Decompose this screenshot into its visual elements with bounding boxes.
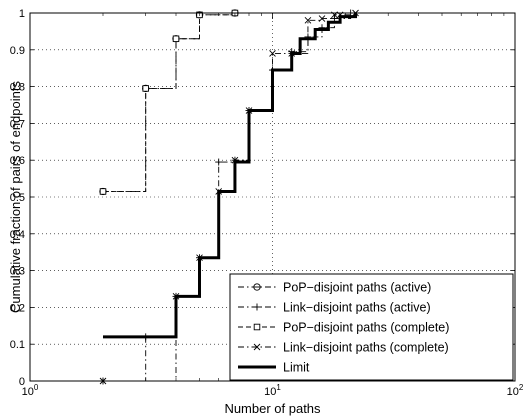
data-point: [215, 188, 223, 195]
legend-entry: Link−disjoint paths (active): [238, 301, 431, 315]
y-tick-label: 1: [19, 8, 25, 20]
data-point: [142, 333, 150, 341]
legend-label: Link−disjoint paths (complete): [283, 341, 449, 355]
data-point: [231, 156, 239, 164]
legend-entry: PoP−disjoint paths (active): [238, 281, 431, 295]
legend-marker: [253, 343, 261, 351]
series-link-disjoint-paths-complete: [99, 9, 359, 385]
legend-marker: [253, 283, 261, 291]
marker-square: [253, 323, 261, 331]
series-pop-disjoint-paths-active: [99, 9, 239, 196]
marker-d2: [253, 343, 261, 351]
y-tick-label: 0.1: [10, 339, 25, 351]
marker-d2: [245, 107, 253, 114]
data-point: [318, 15, 326, 22]
marker-d2: [196, 254, 203, 262]
x-tick-label: 102: [507, 383, 523, 398]
data-point: [99, 188, 107, 195]
legend-entry: Link−disjoint paths (complete): [238, 341, 449, 355]
marker-d2: [304, 17, 312, 24]
data-point: [245, 107, 253, 114]
marker-square: [142, 85, 149, 92]
data-point: [318, 24, 326, 32]
legend-label: Link−disjoint paths (active): [283, 301, 431, 315]
marker-d2: [269, 50, 276, 57]
data-point: [142, 85, 149, 92]
data-point: [288, 50, 296, 57]
legend-marker: [253, 303, 261, 311]
marker-square: [99, 188, 107, 195]
data-point: [304, 17, 312, 24]
data-point: [172, 35, 180, 43]
x-tick-label: 100: [22, 383, 39, 398]
data-point: [196, 254, 203, 262]
data-point: [215, 158, 223, 166]
marker-square: [172, 35, 180, 43]
legend-label: PoP−disjoint paths (active): [283, 281, 431, 295]
y-tick-label: 0.4: [10, 229, 25, 241]
y-tick-label: 0.7: [10, 118, 25, 130]
legend-box: [229, 273, 514, 381]
series-line: [103, 13, 236, 192]
data-point: [172, 293, 180, 300]
x-tick-label: 101: [264, 383, 281, 398]
data-point: [269, 50, 276, 57]
marker-d2: [288, 50, 296, 57]
y-tick-label: 0.9: [10, 45, 25, 57]
legend-entry: PoP−disjoint paths (complete): [238, 321, 449, 335]
y-tick-label: 0.3: [10, 266, 25, 278]
y-tick-label: 0.8: [10, 82, 25, 94]
legend-label: PoP−disjoint paths (complete): [283, 321, 449, 335]
series-line: [103, 13, 356, 382]
legend-entry: Limit: [238, 361, 310, 375]
y-tick-label: 0.6: [10, 155, 25, 167]
y-axis-label: Cumulative fraction of pairs of endpoint…: [8, 81, 23, 313]
legend-marker: [253, 323, 261, 331]
legend: PoP−disjoint paths (active) Link−disjoint…: [229, 273, 514, 381]
y-tick-label: 0: [19, 376, 25, 388]
marker-d2: [215, 188, 223, 195]
x-axis-label: Number of paths: [224, 401, 321, 416]
series-layer: [99, 9, 359, 385]
y-tick-label: 0.5: [10, 192, 25, 204]
series-pop-disjoint-paths-complete: [99, 9, 239, 195]
tick-labels: 0 0.1 0.2 0.3 0.4 0.5 0.6 0.7 0.8 0.9 1 100 101 102: [10, 8, 523, 398]
series-line: [103, 13, 236, 192]
y-tick-label: 0.2: [10, 302, 25, 314]
marker-d2: [318, 15, 326, 22]
legend-label: Limit: [283, 361, 310, 375]
marker-d2: [172, 293, 180, 300]
marker-d2: [231, 156, 239, 164]
